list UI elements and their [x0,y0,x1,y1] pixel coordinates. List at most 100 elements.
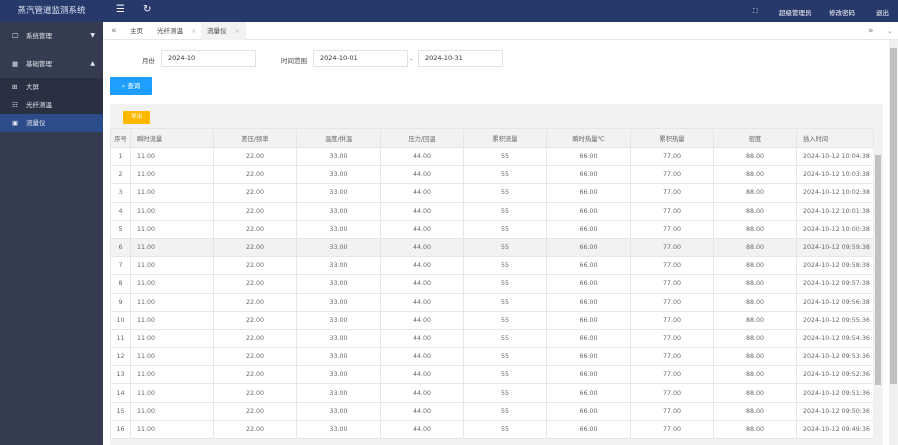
table-row[interactable]: 13 11.00 22.00 33.00 44.00 55 66.00 77.00 88.00 2… [110,365,874,385]
table-cell: 44.00 [380,310,464,330]
sidebar-item-fiber[interactable]: ☷ 光纤测温 [0,96,103,114]
table-cell: 33.00 [296,347,381,367]
tabs-next-icon[interactable]: » [868,26,874,36]
table-cell: 2024-10-12 09:59:38 [796,237,874,258]
table-row[interactable]: 16 11.00 22.00 33.00 44.00 55 66.00 77.00 88.00 2… [110,419,874,440]
list-icon: ☷ [12,101,18,109]
table-cell: 33.00 [296,401,381,421]
table-row[interactable]: 5 11.00 22.00 33.00 44.00 55 66.00 77.00 88.00 20… [110,219,874,239]
sidebar-item-flowmeter[interactable]: ▣ 流量仪 [0,114,103,132]
month-input[interactable]: 2024-10 [161,50,256,67]
table-cell: 77.00 [630,237,714,258]
close-icon[interactable]: × [234,27,240,35]
table-cell: 55 [463,401,547,421]
table-cell: 44.00 [380,237,464,258]
table-row[interactable]: 2 11.00 22.00 33.00 44.00 55 66.00 77.00 88.00 20… [110,165,874,185]
page-scrollbar[interactable] [889,40,898,445]
export-button[interactable]: 导出 [123,111,150,124]
table-cell: 11.00 [130,365,214,385]
table-cell: 44.00 [380,256,464,276]
table-row[interactable]: 10 11.00 22.00 33.00 44.00 55 66.00 77.00 88.00 2… [110,310,874,330]
monitor-icon: 🖵 [12,32,19,40]
tab-home[interactable]: 主页 [124,22,149,40]
scroll-thumb[interactable] [875,155,881,385]
table-cell: 88.00 [713,201,797,221]
table-cell: 6 [110,237,131,258]
start-date-input[interactable]: 2024-10-01 [313,50,408,67]
table-cell: 11.00 [130,165,214,185]
table-cell: 66.00 [546,347,631,367]
table-cell: 77.00 [630,183,714,203]
column-header[interactable]: 差压/频率 [213,128,297,148]
table-cell: 66.00 [546,201,631,221]
tab-fiber[interactable]: 光纤测温 × [151,22,202,40]
tab-flowmeter[interactable]: 流量仪 × [201,22,246,40]
table-scrollbar[interactable] [873,147,883,445]
table-row[interactable]: 7 11.00 22.00 33.00 44.00 55 66.00 77.00 88.00 20… [110,256,874,276]
table-cell: 66.00 [546,237,631,258]
menu-toggle-icon[interactable]: ☰ [116,4,125,15]
table-row[interactable]: 3 11.00 22.00 33.00 44.00 55 66.00 77.00 88.00 20… [110,183,874,203]
column-header[interactable]: 累积热量 [630,128,714,148]
sidebar-item-system[interactable]: 🖵 系统管理 ▼ [0,22,103,50]
table-cell: 33.00 [296,219,381,239]
table-cell: 22.00 [213,219,297,239]
table-row[interactable]: 4 11.00 22.00 33.00 44.00 55 66.00 77.00 88.00 20… [110,201,874,221]
table-cell: 22.00 [213,237,297,258]
table-cell: 11.00 [130,383,214,403]
column-header[interactable]: 瞬时流量 [130,128,214,148]
user-menu[interactable]: 超级管理员 [779,9,812,17]
sidebar-item-bigscreen[interactable]: ⊞ 大屏 [0,78,103,96]
table-cell: 66.00 [546,365,631,385]
caret-up-icon: ▲ [90,60,95,67]
table-cell: 44.00 [380,365,464,385]
table-cell: 22.00 [213,347,297,367]
tabs-menu-icon[interactable]: ⌄ [887,27,893,35]
table-cell: 66.00 [546,419,631,440]
table-cell: 2024-10-12 09:58:38 [796,256,874,276]
column-header[interactable]: 压力/回温 [380,128,464,148]
column-header[interactable]: 累积流量 [463,128,547,148]
table-cell: 77.00 [630,219,714,239]
table-cell: 11.00 [130,419,214,440]
table-cell: 44.00 [380,274,464,294]
table-row[interactable]: 14 11.00 22.00 33.00 44.00 55 66.00 77.00 88.00 2… [110,383,874,403]
column-header[interactable]: 密度 [713,128,797,148]
table-row[interactable]: 1 11.00 22.00 33.00 44.00 55 66.00 77.00 88.00 20… [110,146,874,167]
table-row[interactable]: 6 11.00 22.00 33.00 44.00 55 66.00 77.00 88.00 20… [110,237,874,258]
table-cell: 88.00 [713,256,797,276]
table-row[interactable]: 9 11.00 22.00 33.00 44.00 55 66.00 77.00 88.00 20… [110,292,874,312]
table-cell: 44.00 [380,401,464,421]
column-header[interactable]: 插入时间 [796,128,874,148]
table-cell: 77.00 [630,328,714,349]
refresh-icon[interactable]: ↻ [143,4,152,15]
table-cell: 22.00 [213,292,297,312]
table-cell: 88.00 [713,292,797,312]
table-cell: 11.00 [130,328,214,349]
data-table-panel: 导出 序号 瞬时流量 差压/频率 温度/供温 压力/回温 累积流量 瞬时热量℃ 累积热量 密度插… [110,104,883,445]
change-password-link[interactable]: 修改密码 [829,9,855,17]
table-cell: 88.00 [713,383,797,403]
sidebar-item-basic[interactable]: ▦ 基础管理 ▲ [0,50,103,78]
end-date-input[interactable]: 2024-10-31 [418,50,503,67]
table-row[interactable]: 12 11.00 22.00 33.00 44.00 55 66.00 77.00 88.00 2… [110,347,874,367]
table-cell: 8 [110,274,131,294]
table-row[interactable]: 15 11.00 22.00 33.00 44.00 55 66.00 77.00 88.00 2… [110,401,874,421]
column-header[interactable]: 温度/供温 [296,128,381,148]
close-icon[interactable]: × [191,27,197,35]
table-cell: 88.00 [713,165,797,185]
table-cell: 33.00 [296,256,381,276]
table-row[interactable]: 11 11.00 22.00 33.00 44.00 55 66.00 77.00 88.00 2… [110,328,874,349]
scroll-thumb[interactable] [890,48,897,384]
tabs-prev-icon[interactable]: « [111,26,117,36]
table-cell: 33.00 [296,201,381,221]
table-cell: 77.00 [630,201,714,221]
fullscreen-icon[interactable]: ⛶ [753,7,758,15]
table-cell: 88.00 [713,310,797,330]
logout-link[interactable]: 退出 [876,9,889,17]
table-cell: 88.00 [713,274,797,294]
column-header[interactable]: 瞬时热量℃ [546,128,631,148]
column-header[interactable]: 序号 [110,128,131,148]
query-button[interactable]: ⌕ 查询 [110,77,152,95]
table-row[interactable]: 8 11.00 22.00 33.00 44.00 55 66.00 77.00 88.00 20… [110,274,874,294]
